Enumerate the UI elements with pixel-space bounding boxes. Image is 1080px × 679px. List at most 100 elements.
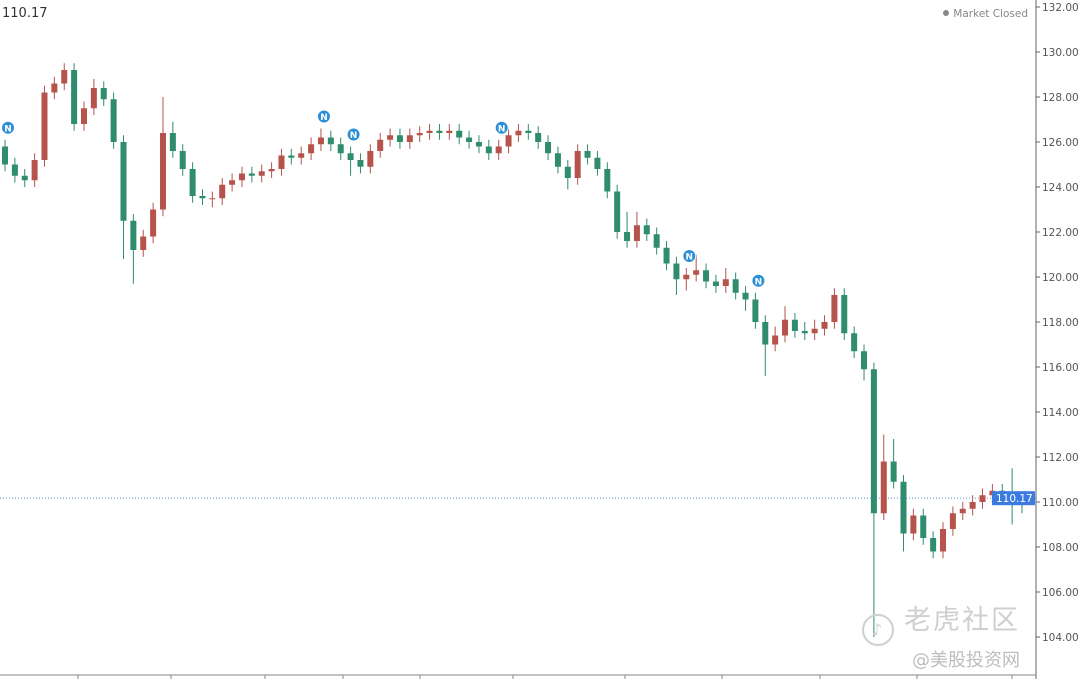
candle-body [851, 333, 858, 352]
candle [752, 292, 759, 329]
last-price-label: 110.17 [2, 6, 48, 21]
news-marker[interactable]: N [751, 273, 766, 288]
market-status-text: Market Closed [953, 8, 1028, 20]
candle [614, 184, 621, 239]
candle [347, 146, 354, 176]
candle-body [377, 139, 384, 151]
candle-body [772, 335, 779, 345]
candle [624, 211, 631, 248]
candle-body [327, 137, 334, 145]
candle [643, 218, 650, 241]
candle-body [456, 130, 463, 138]
candle [683, 268, 690, 291]
candle-body [762, 322, 769, 345]
news-marker[interactable]: N [1, 120, 15, 135]
candle [308, 137, 315, 160]
candle-body [535, 133, 542, 142]
candle [791, 313, 798, 338]
candle-body [930, 538, 937, 552]
candle-body [387, 135, 394, 140]
candle-body [2, 146, 8, 165]
candle-body [821, 322, 828, 329]
candle-body [495, 146, 502, 154]
candle-body [614, 191, 621, 232]
candle [199, 189, 206, 205]
y-tick-label: 116.00 [1042, 362, 1079, 374]
candle [90, 79, 97, 115]
candle [564, 160, 571, 190]
candle [327, 130, 334, 151]
candle [258, 164, 265, 183]
candle-body [732, 279, 739, 293]
candle-body [416, 133, 423, 136]
candle-body [21, 175, 28, 181]
candle-body [466, 137, 473, 142]
candle [811, 319, 818, 340]
candle [535, 126, 542, 149]
candle [159, 97, 166, 217]
candle-body [11, 164, 18, 176]
candle-body [209, 198, 216, 200]
candle [120, 135, 127, 259]
y-tick-label: 124.00 [1042, 182, 1079, 194]
candle [930, 531, 937, 559]
y-tick-label: 130.00 [1042, 47, 1079, 59]
candle-body [880, 461, 887, 514]
news-marker-label: N [686, 253, 694, 263]
news-marker[interactable]: N [494, 120, 509, 135]
candle [21, 169, 28, 187]
candle [11, 157, 18, 183]
news-marker-label: N [4, 124, 12, 134]
y-tick-label: 110.00 [1042, 497, 1079, 509]
candle-body [248, 173, 255, 176]
candle [446, 124, 453, 140]
candle [910, 508, 917, 541]
candle [268, 162, 275, 178]
candle [673, 256, 680, 295]
candle-body [308, 144, 315, 154]
candle [900, 475, 907, 552]
candle [475, 135, 482, 154]
candle [485, 139, 492, 160]
candle [466, 130, 473, 149]
candle-body [673, 263, 680, 280]
candle-body [564, 166, 571, 178]
candle [505, 128, 512, 154]
candle [663, 241, 670, 271]
news-marker[interactable]: N [346, 127, 361, 142]
candle [940, 522, 947, 559]
candle [594, 151, 601, 176]
news-marker-icon [494, 120, 509, 135]
candle-body [900, 481, 907, 534]
y-tick-label: 128.00 [1042, 92, 1079, 104]
news-marker-label: N [755, 277, 763, 287]
candle [762, 315, 769, 376]
candle [554, 146, 561, 174]
news-marker-icon [346, 127, 361, 142]
candle [416, 126, 423, 142]
news-marker[interactable]: N [316, 109, 331, 124]
watermark-title: 老虎社区 [904, 605, 1020, 636]
candle-body [712, 281, 719, 286]
candle-body [811, 328, 818, 334]
candle [693, 254, 700, 282]
candle-body [426, 130, 433, 133]
news-marker[interactable]: N [682, 249, 697, 263]
candle-body [120, 142, 127, 221]
candle [949, 506, 956, 536]
candle [604, 162, 611, 199]
candle-body [742, 292, 749, 300]
candle [357, 153, 364, 174]
candle [219, 178, 226, 205]
news-marker-icon [1, 120, 15, 135]
news-marker-label: N [498, 124, 506, 134]
watermark-subtitle: @美股投资网 [912, 650, 1020, 671]
candle-body [396, 135, 403, 142]
candle [772, 326, 779, 352]
candle-body [801, 331, 808, 334]
candle-body [861, 351, 868, 370]
candle-body [722, 279, 729, 286]
news-marker-icon [751, 273, 766, 288]
candle [41, 85, 48, 167]
